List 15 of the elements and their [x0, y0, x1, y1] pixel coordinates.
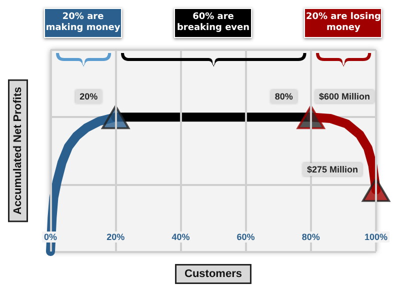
x-tick-label: 20% — [106, 232, 125, 242]
x-axis-title: Customers — [184, 268, 242, 280]
x-tick-label: 40% — [172, 232, 190, 242]
x-tick-label: 0% — [44, 232, 58, 242]
text: $600 Million — [318, 92, 370, 102]
text: 60% are breaking even — [174, 8, 252, 38]
x-tick-label: 60% — [236, 232, 255, 242]
annotation: $275 Million — [306, 164, 358, 174]
text: 20% are making money — [44, 8, 122, 38]
x-tick-label: 80% — [302, 232, 320, 242]
annotation: 20% — [80, 92, 98, 102]
x-tick-label: 100% — [364, 232, 388, 242]
y-axis-title: Accumulated Net Profits — [12, 86, 24, 215]
text: 20% are losing money — [304, 8, 382, 38]
annotation: 80% — [274, 92, 293, 102]
